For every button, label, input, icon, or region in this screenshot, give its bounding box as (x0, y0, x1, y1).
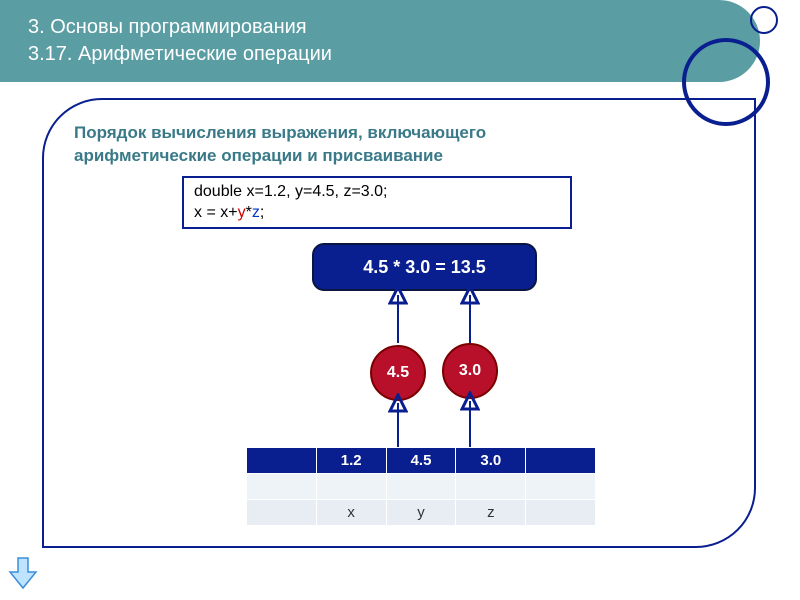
subtitle-line1: Порядок вычисления выражения, включающег… (74, 122, 724, 145)
code-l2-y: y (238, 204, 246, 221)
slide-header: 3. Основы программирования 3.17. Арифмет… (0, 0, 760, 82)
operand-circle-2: 3.0 (442, 343, 498, 399)
cell (247, 448, 317, 474)
cell (456, 474, 526, 500)
header-line1: 3. Основы программирования (28, 14, 732, 41)
code-line1: double x=1.2, y=4.5, z=3.0; (194, 182, 560, 203)
cell (247, 500, 317, 526)
code-l2-prefix: x = x+ (194, 204, 238, 221)
cell: y (386, 500, 456, 526)
cell: 3.0 (456, 448, 526, 474)
evaluation-diagram: 4.5 * 3.0 = 13.5 4.5 3.0 1.2 4.5 3.0 (74, 243, 724, 533)
table-row-blank (247, 474, 596, 500)
table-row-values: 1.2 4.5 3.0 (247, 448, 596, 474)
cell (386, 474, 456, 500)
code-l2-z: z (252, 204, 260, 221)
content-frame: Порядок вычисления выражения, включающег… (42, 98, 756, 548)
cell: 1.2 (316, 448, 386, 474)
cell: x (316, 500, 386, 526)
header-line2: 3.17. Арифметические операции (28, 41, 732, 68)
operand-circle-1: 4.5 (370, 345, 426, 401)
result-box: 4.5 * 3.0 = 13.5 (312, 243, 537, 291)
memory-table: 1.2 4.5 3.0 x y z (246, 447, 596, 526)
result-text: 4.5 * 3.0 = 13.5 (363, 257, 486, 278)
subtitle-line2: арифметические операции и присваивание (74, 145, 724, 168)
subtitle: Порядок вычисления выражения, включающег… (74, 122, 724, 168)
code-l2-suffix: ; (260, 204, 264, 221)
cell (526, 500, 596, 526)
cell: 4.5 (386, 448, 456, 474)
decor-ring-small (750, 6, 778, 34)
code-box: double x=1.2, y=4.5, z=3.0; x = x+y*z; (182, 176, 572, 230)
cell (526, 448, 596, 474)
cell (526, 474, 596, 500)
cell (316, 474, 386, 500)
operand-1-label: 4.5 (387, 364, 409, 382)
next-slide-icon[interactable] (8, 556, 38, 590)
code-line2: x = x+y*z; (194, 203, 560, 224)
table-row-names: x y z (247, 500, 596, 526)
cell (247, 474, 317, 500)
cell: z (456, 500, 526, 526)
operand-2-label: 3.0 (459, 362, 481, 380)
